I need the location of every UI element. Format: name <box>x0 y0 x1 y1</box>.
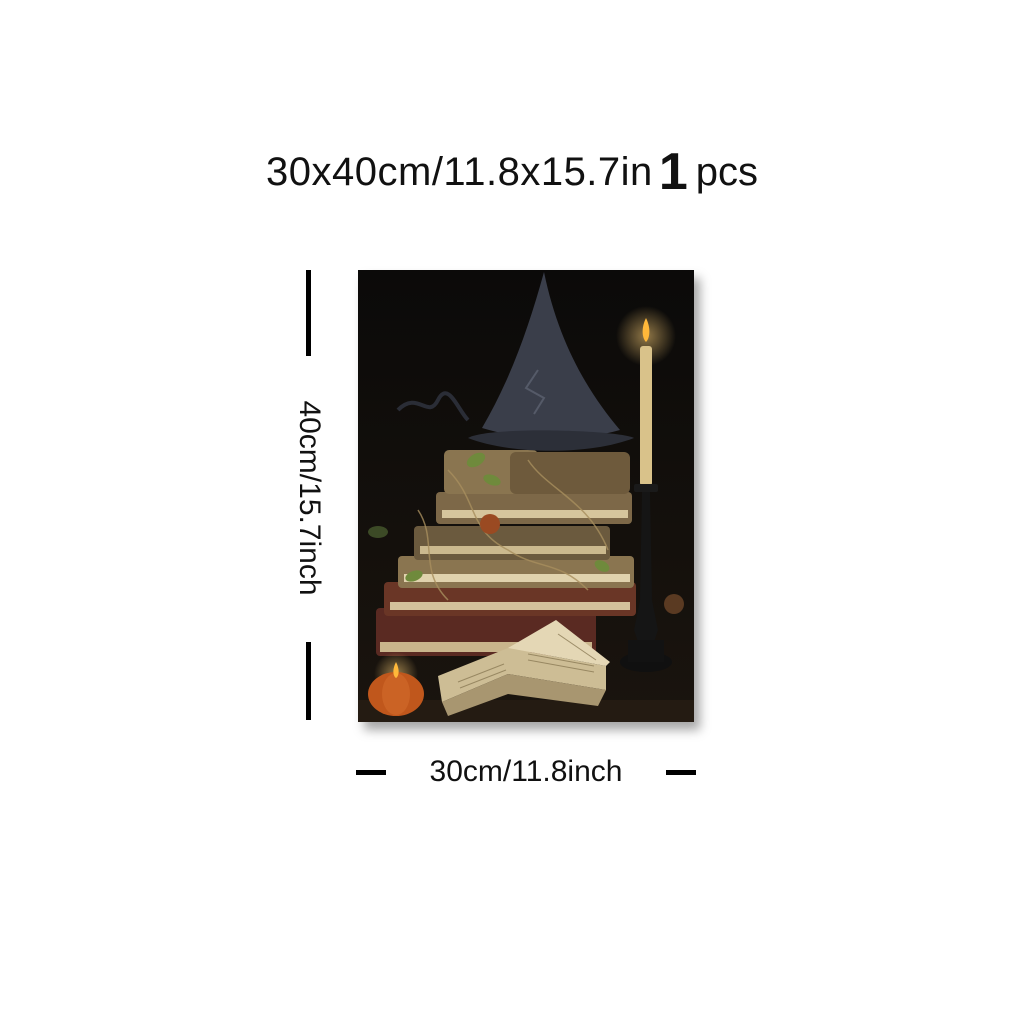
product-size-headline: 30x40cm/11.8x15.7in 1 pcs <box>0 138 1024 201</box>
table-surface <box>358 700 694 722</box>
width-dimension: 30cm/11.8inch <box>356 752 696 792</box>
quantity-number: 1 <box>658 143 688 201</box>
vine-decoration <box>417 459 609 601</box>
size-text: 30x40cm/11.8x15.7in <box>266 150 653 194</box>
width-dimension-bar-left <box>356 769 386 775</box>
height-dimension-label: 40cm/15.7inch <box>293 400 326 596</box>
height-dimension-bar-top <box>306 270 311 356</box>
leaf-decoration <box>368 452 610 582</box>
pumpkin-icon <box>368 652 424 716</box>
witch-hat-icon <box>396 272 634 451</box>
canvas-print-artwork <box>358 270 694 722</box>
open-book-icon <box>438 620 610 716</box>
small-pumpkin-icon <box>480 514 684 614</box>
width-dimension-label: 30cm/11.8inch <box>429 755 623 788</box>
width-dimension-bar-right <box>665 769 696 775</box>
candle-icon <box>616 306 676 672</box>
quantity-unit: pcs <box>695 150 758 194</box>
height-dimension-bar-bottom <box>306 642 311 720</box>
